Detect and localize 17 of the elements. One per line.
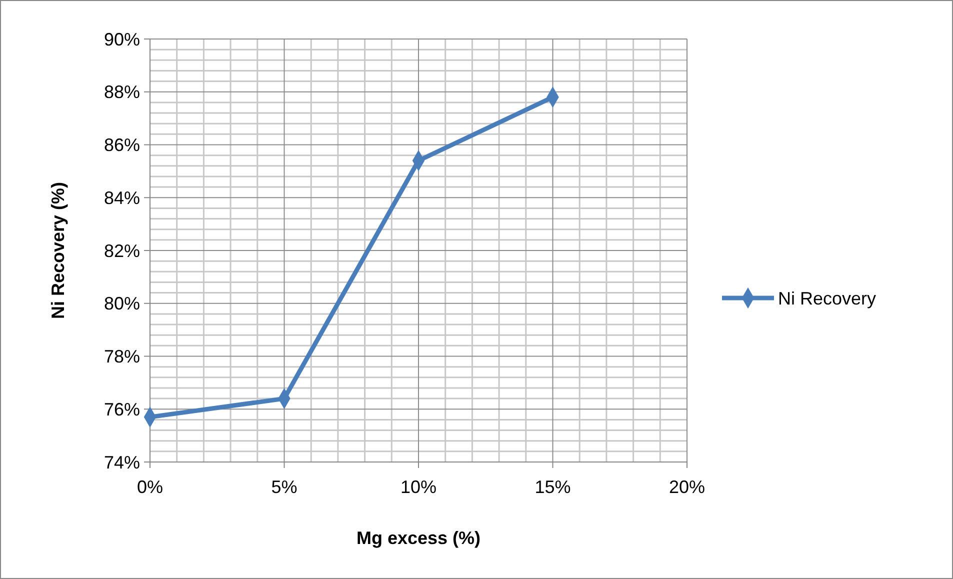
x-tick-label: 5% <box>271 477 298 497</box>
y-tick-label: 86% <box>104 135 140 156</box>
y-tick-label: 80% <box>104 294 140 314</box>
x-tick-label: 0% <box>136 477 164 497</box>
x-tick-label: 10% <box>400 477 437 497</box>
x-tick-label: 20% <box>668 477 706 497</box>
y-tick-label: 74% <box>104 452 140 472</box>
y-tick-label: 84% <box>104 188 140 208</box>
y-tick-label: 76% <box>104 399 140 420</box>
y-tick-label: 88% <box>104 82 140 102</box>
x-tick-label: 15% <box>534 477 571 497</box>
y-tick-label: 82% <box>104 240 140 261</box>
y-axis-title: Ni Recovery (%) <box>48 182 68 320</box>
legend-label: Ni Recovery <box>778 288 876 308</box>
y-tick-label: 78% <box>104 346 140 367</box>
x-axis-title: Mg excess (%) <box>356 528 481 548</box>
y-tick-label: 90% <box>104 29 140 50</box>
